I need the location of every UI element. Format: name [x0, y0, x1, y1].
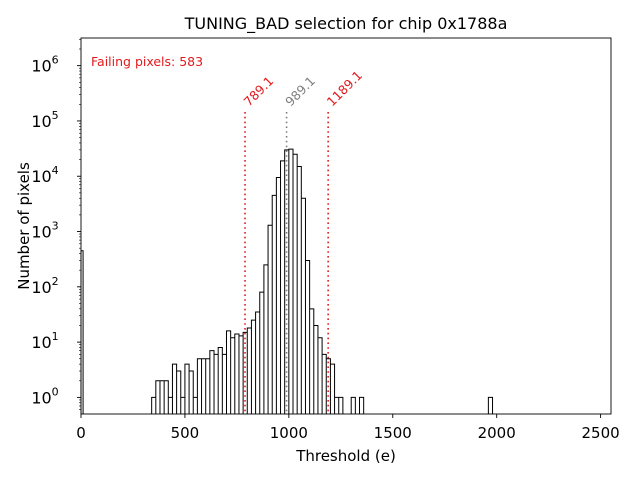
x-tick-label-2: 1000 [270, 424, 308, 442]
plot-area [80, 37, 612, 415]
x-tick-label-3: 1500 [374, 424, 412, 442]
y-tick-label-4: 104 [31, 164, 58, 186]
y-tick-label-2: 102 [31, 275, 58, 297]
x-tick-label-0: 0 [76, 424, 86, 442]
x-tick-label-1: 500 [171, 424, 200, 442]
plot-frame [80, 37, 612, 415]
y-tick-label-5: 105 [31, 109, 58, 131]
y-tick-label-0: 100 [31, 385, 58, 407]
x-axis: 0 500 1000 1500 2000 2500 [76, 414, 620, 442]
chart-title: TUNING_BAD selection for chip 0x1788a [184, 14, 508, 34]
failing-pixels-annotation: Failing pixels: 583 [91, 54, 203, 69]
x-tick-label-5: 2500 [582, 424, 620, 442]
x-tick-label-4: 2000 [478, 424, 516, 442]
x-axis-label: Threshold (e) [295, 447, 396, 465]
y-tick-label-1: 101 [31, 330, 58, 352]
y-axis: 100 101 102 103 104 105 106 [31, 38, 81, 410]
y-tick-label-3: 103 [31, 220, 58, 242]
plot-background [81, 38, 611, 414]
histogram-outline [80, 148, 494, 414]
y-tick-label-6: 106 [31, 54, 58, 76]
y-axis-label: Number of pixels [15, 162, 33, 290]
